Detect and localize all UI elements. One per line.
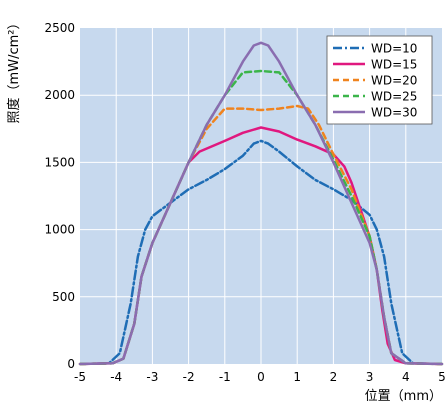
top-strip: [60, 0, 446, 12]
y-tick-label: 1500: [44, 155, 75, 169]
legend-label: WD=25: [371, 89, 417, 103]
x-tick-label: -2: [183, 370, 195, 384]
y-tick-label: 0: [67, 357, 75, 371]
y-tick-label: 2000: [44, 88, 75, 102]
legend-label: WD=20: [371, 73, 417, 87]
x-tick-label: -1: [219, 370, 231, 384]
legend-label: WD=15: [371, 57, 417, 71]
x-tick-label: -5: [74, 370, 86, 384]
x-tick-label: 4: [402, 370, 410, 384]
x-tick-label: -4: [110, 370, 122, 384]
series-line-wd-10: [78, 139, 444, 366]
y-tick-label: 2500: [44, 21, 75, 35]
y-axis-label: 照度（mW/cm²）: [6, 17, 22, 124]
x-tick-labels: -5 -4 -3 -2 -1 0 1 2 3 4 5: [74, 370, 446, 384]
legend-label: WD=10: [371, 42, 417, 56]
x-tick-label: 5: [438, 370, 446, 384]
x-tick-label: -3: [146, 370, 158, 384]
x-axis-label: 位置（mm）: [365, 389, 442, 404]
y-tick-labels: 0 500 1000 1500 2000 2500: [44, 21, 75, 371]
x-tick-label: 3: [366, 370, 374, 384]
series-line-wd-30: [78, 41, 444, 366]
x-tick-label: 0: [257, 370, 265, 384]
x-tick-label: 1: [293, 370, 301, 384]
series-lines: [78, 41, 444, 366]
legend-label: WD=30: [371, 105, 417, 119]
y-tick-label: 1000: [44, 223, 75, 237]
y-tick-label: 500: [52, 290, 75, 304]
x-tick-label: 2: [330, 370, 338, 384]
